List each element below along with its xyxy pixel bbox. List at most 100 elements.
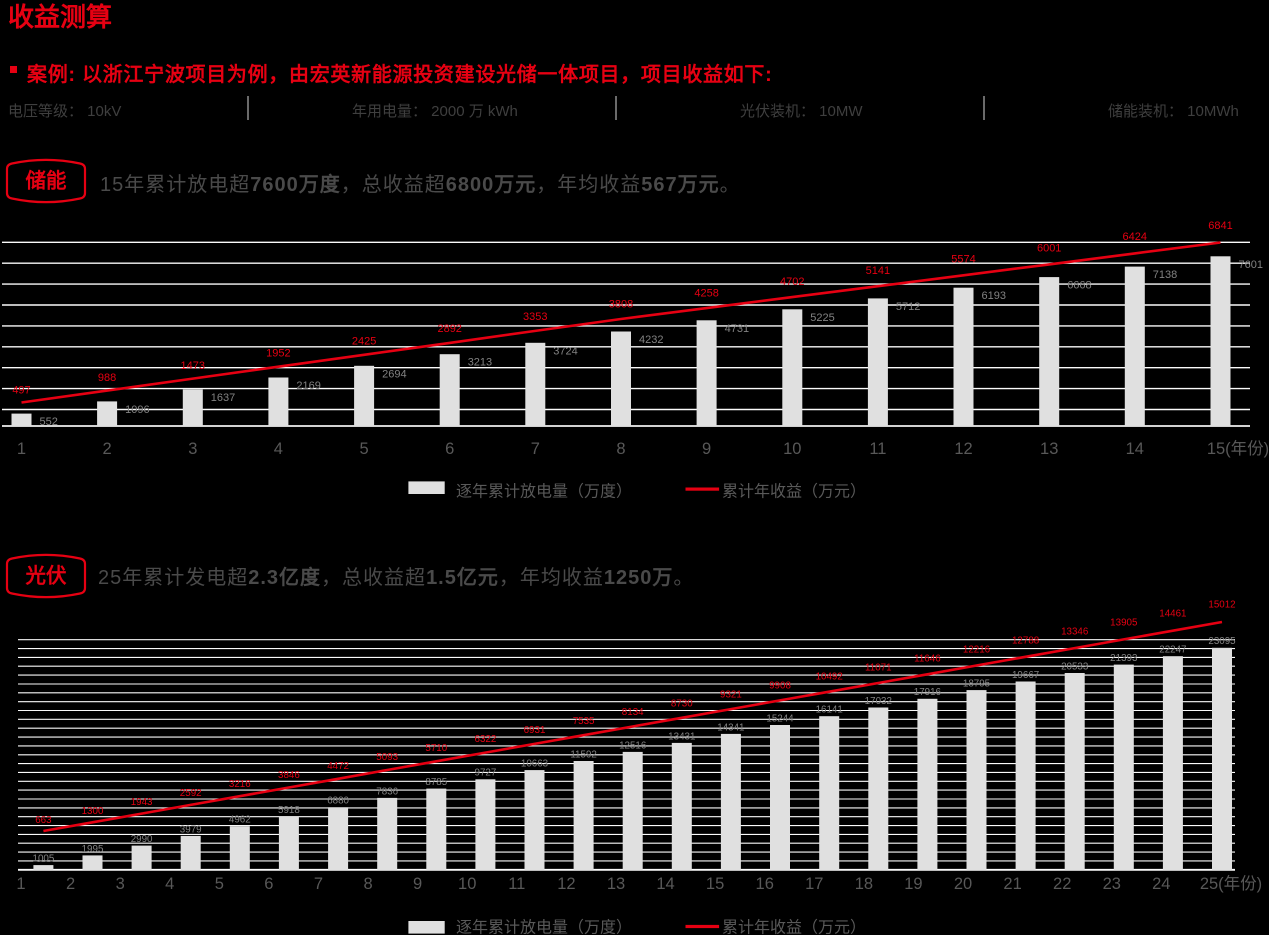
svg-text:4258: 4258 (694, 287, 718, 299)
svg-text:552: 552 (40, 416, 58, 428)
svg-text:9: 9 (413, 875, 422, 893)
svg-text:23: 23 (1103, 875, 1121, 893)
svg-text:497: 497 (12, 385, 30, 397)
svg-text:4: 4 (274, 440, 283, 458)
svg-text:4: 4 (165, 875, 174, 893)
svg-text:16141: 16141 (816, 705, 843, 716)
svg-text:12216: 12216 (963, 644, 991, 655)
svg-text:11: 11 (869, 440, 886, 458)
svg-text:16: 16 (756, 875, 774, 893)
svg-text:14461: 14461 (1159, 608, 1186, 619)
svg-text:7836: 7836 (376, 786, 398, 797)
svg-text:15: 15 (706, 875, 724, 893)
svg-text:23095: 23095 (1208, 636, 1236, 647)
svg-text:13431: 13431 (668, 731, 695, 742)
svg-text:5: 5 (215, 875, 224, 893)
svg-text:4232: 4232 (639, 334, 663, 346)
svg-text:4731: 4731 (725, 323, 749, 335)
svg-text:9908: 9908 (769, 680, 791, 691)
svg-text:11071: 11071 (865, 662, 892, 673)
svg-text:15012: 15012 (1208, 599, 1235, 610)
svg-text:逐年累计放电量（万度）: 逐年累计放电量（万度） (456, 483, 632, 501)
svg-text:5710: 5710 (425, 743, 447, 754)
svg-text:6424: 6424 (1123, 231, 1147, 243)
svg-text:4702: 4702 (780, 276, 804, 288)
svg-text:6322: 6322 (475, 734, 497, 745)
svg-text:12516: 12516 (619, 740, 647, 751)
svg-text:15244: 15244 (766, 713, 794, 724)
svg-text:8730: 8730 (671, 698, 693, 709)
svg-text:3216: 3216 (229, 779, 251, 790)
svg-text:5712: 5712 (896, 301, 920, 313)
svg-text:10492: 10492 (816, 671, 843, 682)
svg-text:22: 22 (1053, 875, 1071, 893)
svg-text:6: 6 (264, 875, 273, 893)
svg-text:14341: 14341 (717, 722, 744, 733)
svg-text:3213: 3213 (468, 357, 492, 369)
svg-text:3: 3 (116, 875, 125, 893)
svg-text:5093: 5093 (376, 752, 398, 763)
svg-text:18: 18 (855, 875, 873, 893)
svg-text:5: 5 (360, 440, 369, 458)
svg-text:2592: 2592 (180, 788, 202, 799)
svg-text:3724: 3724 (553, 345, 577, 357)
svg-text:6: 6 (445, 440, 454, 458)
svg-text:14: 14 (1126, 440, 1144, 458)
svg-text:14: 14 (656, 875, 674, 893)
svg-text:3846: 3846 (278, 770, 300, 781)
svg-text:3808: 3808 (609, 299, 633, 311)
svg-text:6193: 6193 (982, 290, 1006, 302)
svg-text:12: 12 (557, 875, 575, 893)
svg-text:10: 10 (458, 875, 476, 893)
svg-text:1: 1 (17, 440, 26, 458)
svg-text:4472: 4472 (327, 761, 349, 772)
svg-text:1995: 1995 (82, 844, 104, 855)
svg-text:光伏: 光伏 (25, 564, 67, 588)
svg-text:17: 17 (805, 875, 823, 893)
svg-text:988: 988 (98, 372, 116, 384)
svg-text:7535: 7535 (573, 716, 595, 727)
svg-text:17032: 17032 (865, 696, 892, 707)
svg-text:2169: 2169 (296, 380, 320, 392)
svg-text:1: 1 (16, 875, 25, 893)
svg-text:20: 20 (954, 875, 972, 893)
svg-text:2990: 2990 (131, 834, 153, 845)
svg-text:19667: 19667 (1012, 670, 1039, 681)
svg-text:8: 8 (364, 875, 373, 893)
svg-text:储能: 储能 (26, 169, 67, 193)
svg-text:1005: 1005 (33, 854, 55, 865)
svg-text:1473: 1473 (181, 360, 205, 372)
svg-text:3: 3 (188, 440, 197, 458)
svg-text:累计年收益（万元）: 累计年收益（万元） (722, 919, 866, 935)
svg-text:663: 663 (35, 815, 52, 826)
svg-text:10663: 10663 (521, 759, 549, 770)
svg-text:18795: 18795 (963, 679, 991, 690)
svg-text:6668: 6668 (1067, 280, 1091, 292)
svg-text:11: 11 (508, 875, 525, 893)
svg-text:21: 21 (1003, 875, 1021, 893)
svg-text:6841: 6841 (1208, 220, 1232, 232)
svg-text:3979: 3979 (180, 824, 202, 835)
svg-text:5918: 5918 (278, 805, 300, 816)
svg-text:4962: 4962 (229, 815, 251, 826)
svg-text:11592: 11592 (570, 749, 597, 760)
svg-text:7: 7 (314, 875, 323, 893)
svg-text:20533: 20533 (1061, 661, 1089, 672)
svg-text:2694: 2694 (382, 368, 406, 380)
svg-text:7601: 7601 (1239, 259, 1263, 271)
svg-text:逐年累计放电量（万度）: 逐年累计放电量（万度） (456, 919, 632, 935)
svg-text:13: 13 (607, 875, 625, 893)
svg-text:6931: 6931 (524, 725, 546, 736)
svg-text:1943: 1943 (131, 797, 153, 808)
svg-text:10: 10 (783, 440, 801, 458)
svg-text:6880: 6880 (327, 796, 349, 807)
svg-text:累计年收益（万元）: 累计年收益（万元） (722, 483, 866, 501)
svg-text:2892: 2892 (437, 323, 461, 335)
svg-text:12788: 12788 (1012, 635, 1040, 646)
svg-text:21393: 21393 (1110, 653, 1138, 664)
svg-text:9321: 9321 (720, 689, 742, 700)
svg-text:9: 9 (702, 440, 711, 458)
svg-text:17916: 17916 (914, 687, 942, 698)
svg-text:1096: 1096 (125, 404, 149, 416)
svg-text:1952: 1952 (266, 348, 290, 360)
